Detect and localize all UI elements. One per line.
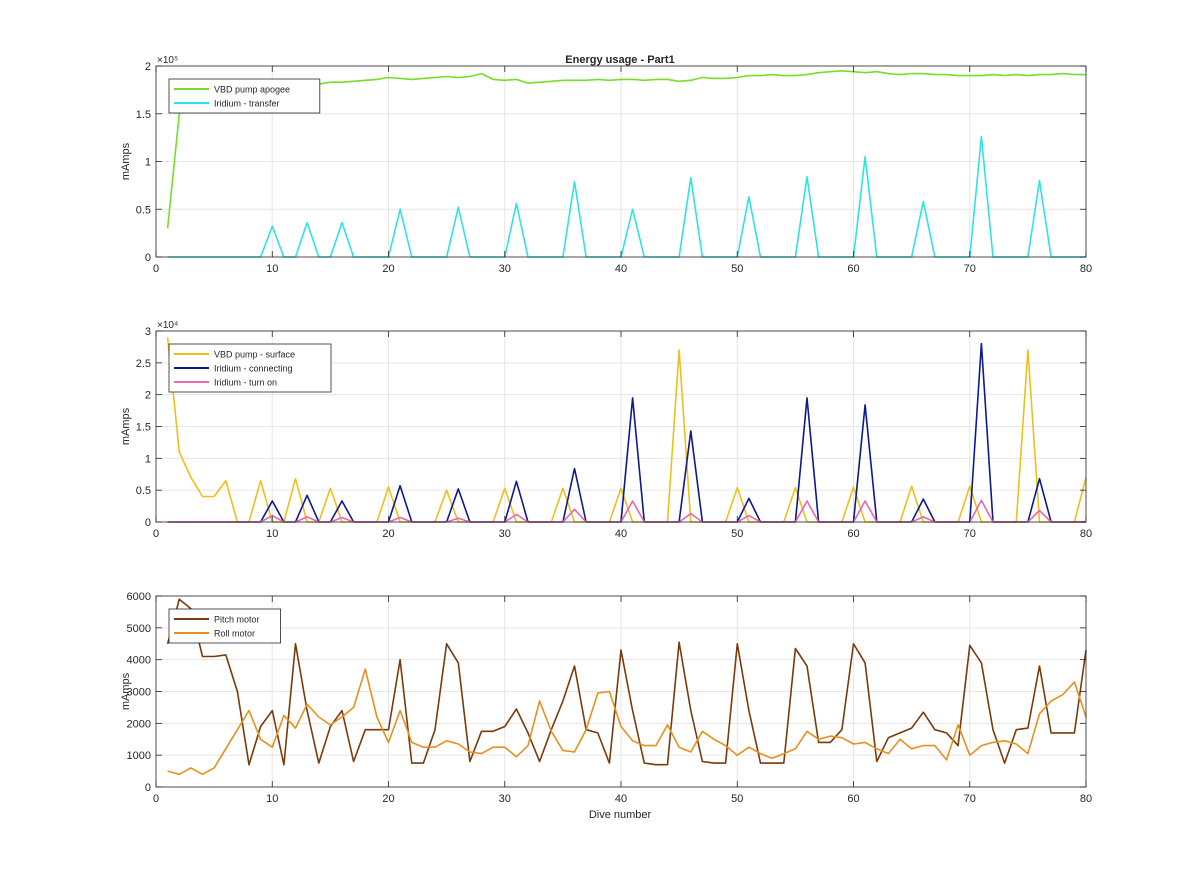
panel-2: 0 10 20 30 40 50 60 70 80 0 0.5 1 1.5 2 2.5 3 ×10⁴ mAmps V… — [120, 320, 1092, 540]
x-tick-label: 10 — [266, 263, 278, 275]
legend-label-3: Iridium - turn on — [214, 378, 277, 388]
legend-label-1: Pitch motor — [214, 615, 260, 625]
legend-label-2: Iridium - transfer — [214, 99, 280, 109]
x-tick-label: 80 — [1080, 528, 1092, 540]
y-tick-label: 5000 — [127, 623, 151, 635]
x-tick-label: 40 — [615, 793, 627, 805]
y-tick-label: 1 — [145, 453, 151, 465]
y-tick-label: 1.5 — [136, 109, 151, 121]
x-tick-label: 0 — [153, 793, 159, 805]
y-tick-label: 1.5 — [136, 422, 151, 434]
y-tick-label: 0 — [145, 517, 151, 529]
x-tick-label: 30 — [499, 528, 511, 540]
y-tick-label: 3 — [145, 326, 151, 338]
x-tick-label: 60 — [847, 263, 859, 275]
x-tick-label: 30 — [499, 793, 511, 805]
x-tick-label: 10 — [266, 528, 278, 540]
y-axis-label: mAmps — [120, 142, 132, 180]
x-tick-label: 0 — [153, 263, 159, 275]
y-tick-label: 2 — [145, 390, 151, 402]
y-axis-label: mAmps — [120, 407, 132, 445]
y-tick-label: 0.5 — [136, 204, 151, 216]
x-tick-label: 70 — [964, 263, 976, 275]
x-tick-label: 60 — [847, 793, 859, 805]
legend-label-1: VBD pump - surface — [214, 350, 295, 360]
y-tick-label: 0.5 — [136, 485, 151, 497]
legend-box — [168, 78, 321, 114]
y-tick-label: 0 — [145, 252, 151, 264]
x-tick-label: 60 — [847, 528, 859, 540]
y-tick-label: 0 — [145, 782, 151, 794]
y-exponent-label: ×10⁴ — [157, 320, 178, 331]
series-line-1 — [166, 70, 1086, 229]
y-tick-label: 6000 — [127, 591, 151, 603]
series-line-3 — [167, 499, 1086, 523]
y-tick-label: 3000 — [127, 687, 151, 699]
y-tick-label: 1000 — [127, 750, 151, 762]
x-tick-label: 40 — [615, 263, 627, 275]
x-tick-label: 50 — [731, 528, 743, 540]
panel-3: 0 10 20 30 40 50 60 70 80 0 1000 2000 3000 4000 5000 60… — [120, 591, 1092, 805]
x-tick-label: 20 — [382, 793, 394, 805]
x-tick-label: 20 — [382, 263, 394, 275]
legend: VBD pump apogee Iridium - transfer — [168, 78, 321, 114]
legend: VBD pump - surface Iridium - connecting Ir… — [168, 343, 332, 393]
series-line-1 — [166, 598, 1087, 766]
y-exponent-label: ×10⁵ — [157, 55, 178, 66]
legend: Pitch motor Roll motor — [168, 608, 281, 644]
figure-title: Energy usage - Part1 — [565, 54, 674, 66]
series-line-1 — [166, 337, 1087, 523]
x-tick-label: 20 — [382, 528, 394, 540]
y-tick-label: 2.5 — [136, 358, 151, 370]
y-tick-label: 2000 — [127, 718, 151, 730]
panel-1: 0 10 20 30 40 50 60 70 80 0 0.5 1 1.5 2 ×10⁵ mAmps VBD p… — [120, 55, 1092, 275]
series-line-2 — [167, 342, 1086, 523]
x-tick-label: 30 — [499, 263, 511, 275]
series-line-2 — [167, 135, 1086, 258]
x-tick-label: 70 — [964, 793, 976, 805]
x-tick-label: 70 — [964, 528, 976, 540]
y-tick-label: 1 — [145, 157, 151, 169]
x-tick-label: 0 — [153, 528, 159, 540]
legend-box — [168, 608, 281, 644]
x-tick-label: 40 — [615, 528, 627, 540]
x-axis-label: Dive number — [589, 809, 652, 821]
x-tick-label: 80 — [1080, 263, 1092, 275]
x-tick-label: 50 — [731, 793, 743, 805]
y-tick-label: 4000 — [127, 655, 151, 667]
legend-label-2: Roll motor — [214, 629, 255, 639]
x-tick-label: 80 — [1080, 793, 1092, 805]
y-tick-label: 2 — [145, 61, 151, 73]
legend-label-1: VBD pump apogee — [214, 85, 290, 95]
series-line-2 — [167, 668, 1087, 776]
x-tick-label: 10 — [266, 793, 278, 805]
x-tick-label: 50 — [731, 263, 743, 275]
legend-label-2: Iridium - connecting — [214, 364, 293, 374]
y-axis-label: mAmps — [120, 672, 132, 710]
